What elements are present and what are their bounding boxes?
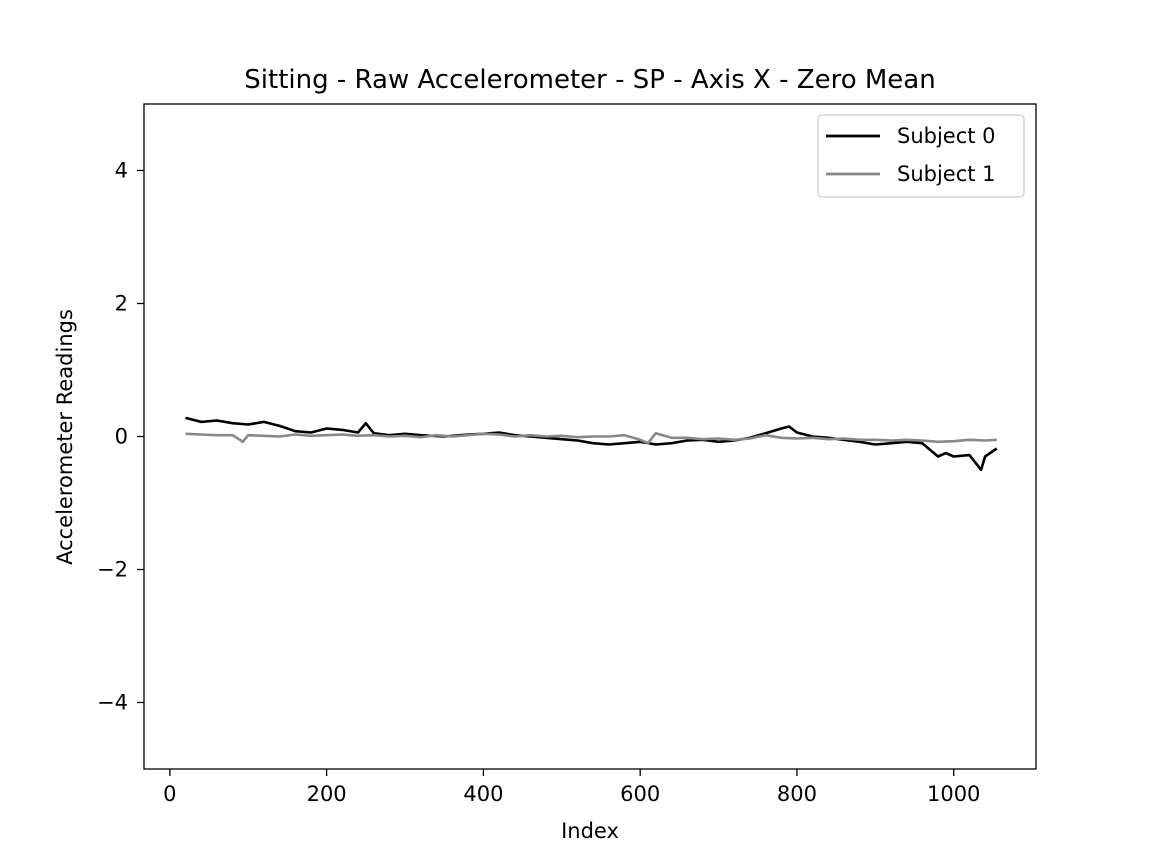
y-axis-label: Accelerometer Readings bbox=[53, 309, 77, 565]
y-tick-label: −2 bbox=[97, 558, 128, 582]
series-line-subject-1 bbox=[185, 431, 997, 445]
x-tick-label: 0 bbox=[163, 782, 176, 806]
legend-label-subject-0: Subject 0 bbox=[897, 124, 996, 148]
legend-label-subject-1: Subject 1 bbox=[897, 162, 996, 186]
x-tick-label: 200 bbox=[307, 782, 347, 806]
chart-title: Sitting - Raw Accelerometer - SP - Axis … bbox=[244, 65, 935, 95]
y-tick-label: −4 bbox=[97, 691, 128, 715]
legend: Subject 0 Subject 1 bbox=[817, 114, 1025, 198]
y-tick-label: 2 bbox=[115, 292, 128, 316]
plot-area bbox=[185, 416, 998, 472]
y-tick-label: 0 bbox=[115, 425, 128, 449]
x-tick-label: 800 bbox=[777, 782, 817, 806]
x-tick-label: 400 bbox=[463, 782, 503, 806]
x-axis: 0 200 400 600 800 1000 bbox=[163, 769, 980, 806]
series-line-subject-0 bbox=[185, 416, 998, 472]
x-axis-label: Index bbox=[561, 819, 619, 843]
x-tick-label: 600 bbox=[620, 782, 660, 806]
y-tick-label: 4 bbox=[115, 159, 128, 183]
y-axis: −4 −2 0 2 4 bbox=[97, 159, 144, 715]
x-tick-label: 1000 bbox=[927, 782, 980, 806]
